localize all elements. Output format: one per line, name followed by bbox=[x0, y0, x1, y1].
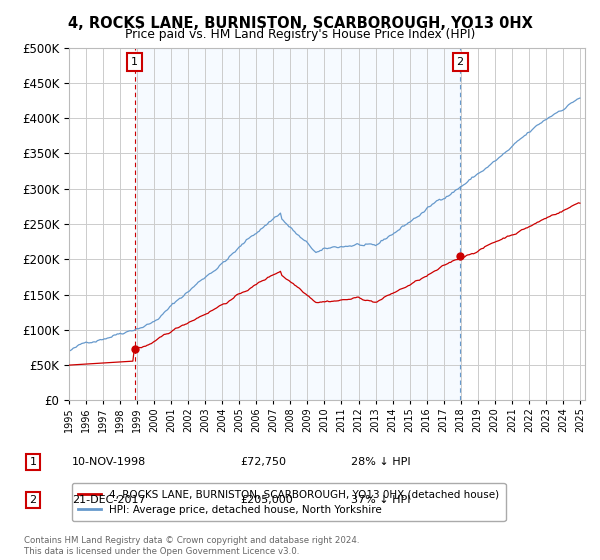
Text: 21-DEC-2017: 21-DEC-2017 bbox=[72, 495, 146, 505]
Legend: 4, ROCKS LANE, BURNISTON, SCARBOROUGH, YO13 0HX (detached house), HPI: Average p: 4, ROCKS LANE, BURNISTON, SCARBOROUGH, Y… bbox=[71, 483, 506, 521]
Text: £72,750: £72,750 bbox=[240, 457, 286, 467]
Bar bbox=[135, 48, 460, 400]
Text: £205,000: £205,000 bbox=[240, 495, 293, 505]
Text: 4, ROCKS LANE, BURNISTON, SCARBOROUGH, YO13 0HX: 4, ROCKS LANE, BURNISTON, SCARBOROUGH, Y… bbox=[68, 16, 532, 31]
Text: 2: 2 bbox=[29, 495, 37, 505]
Text: 2: 2 bbox=[457, 57, 464, 67]
Text: Price paid vs. HM Land Registry's House Price Index (HPI): Price paid vs. HM Land Registry's House … bbox=[125, 28, 475, 41]
Text: Contains HM Land Registry data © Crown copyright and database right 2024.
This d: Contains HM Land Registry data © Crown c… bbox=[24, 536, 359, 556]
Text: 28% ↓ HPI: 28% ↓ HPI bbox=[351, 457, 410, 467]
Text: 37% ↓ HPI: 37% ↓ HPI bbox=[351, 495, 410, 505]
Text: 1: 1 bbox=[131, 57, 138, 67]
Text: 1: 1 bbox=[29, 457, 37, 467]
Text: 10-NOV-1998: 10-NOV-1998 bbox=[72, 457, 146, 467]
